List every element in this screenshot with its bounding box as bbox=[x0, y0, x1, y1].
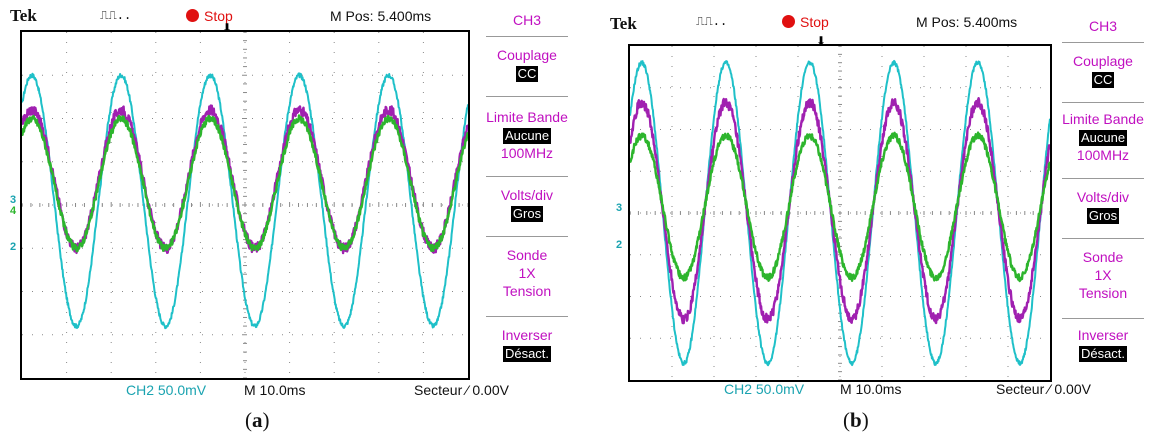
menu-volts-div[interactable]: Volts/div Gros bbox=[1058, 188, 1148, 224]
bandwidth-label: Limite Bande bbox=[486, 109, 568, 125]
waveform-trace-0 bbox=[630, 59, 1050, 367]
menu-divider bbox=[1062, 178, 1144, 179]
menu-divider bbox=[486, 316, 568, 317]
volts-div-label: Volts/div bbox=[1076, 189, 1130, 205]
trigger-position-icon: ⬇ bbox=[816, 34, 827, 48]
caption-a: (a) bbox=[245, 408, 270, 432]
waveform-trace-2 bbox=[22, 114, 468, 253]
brand-label: Tek bbox=[610, 14, 637, 33]
ch2-scale-readout: CH2 50.0mV bbox=[724, 381, 805, 397]
menu-divider bbox=[1062, 318, 1144, 319]
invert-value: Désact. bbox=[502, 346, 552, 362]
coupling-value: CC bbox=[515, 66, 539, 82]
menu-channel-title: CH3 bbox=[512, 12, 541, 28]
scope-a: Tek ⎍⎍.. Stop M Pos: 5.400ms ⬇ 3 4 2 CH3… bbox=[8, 0, 578, 405]
waveform-trace-0 bbox=[22, 72, 468, 330]
invert-label: Inverser bbox=[501, 327, 553, 343]
scope-a-topbar: Tek ⎍⎍.. Stop M Pos: 5.400ms bbox=[8, 0, 578, 26]
volts-div-value: Gros bbox=[1086, 208, 1120, 224]
waveform-plot-b bbox=[630, 46, 1050, 380]
trigger-readout: Secteur ⁄ 0.00V bbox=[414, 382, 509, 398]
coupling-label: Couplage bbox=[1073, 53, 1133, 69]
menu-invert[interactable]: Inverser Désact. bbox=[1058, 326, 1148, 362]
bandwidth-freq: 100MHz bbox=[1076, 147, 1130, 163]
bandwidth-label: Limite Bande bbox=[1062, 111, 1144, 127]
run-status: Stop bbox=[186, 8, 233, 24]
caption-a-letter: a bbox=[252, 408, 263, 432]
volts-div-label: Volts/div bbox=[500, 187, 554, 203]
bandwidth-value: Aucune bbox=[502, 128, 552, 144]
trigger-mode-icon: ⎍⎍.. bbox=[696, 14, 728, 28]
waveform-plot-a bbox=[22, 32, 468, 378]
menu-divider bbox=[1062, 102, 1144, 103]
probe-mode: Tension bbox=[1078, 285, 1128, 301]
brand-label: Tek bbox=[10, 6, 37, 25]
probe-x: 1X bbox=[1094, 267, 1112, 283]
timebase-readout: M 10.0ms bbox=[840, 381, 902, 397]
waveform-trace-1 bbox=[630, 97, 1050, 325]
menu-divider bbox=[1062, 238, 1144, 239]
coupling-label: Couplage bbox=[497, 47, 557, 63]
m-pos-label: M Pos: 5.400ms bbox=[330, 8, 432, 24]
trigger-readout: Secteur ⁄ 0.00V bbox=[996, 381, 1091, 397]
probe-mode: Tension bbox=[502, 283, 552, 299]
menu-coupling[interactable]: Couplage CC bbox=[1058, 52, 1148, 88]
trigger-mode-icon: ⎍⎍.. bbox=[100, 8, 132, 22]
probe-x: 1X bbox=[518, 265, 536, 281]
probe-label: Sonde bbox=[1082, 249, 1124, 265]
waveform-grid-b bbox=[628, 44, 1052, 382]
ch4-ground-marker: 4 bbox=[10, 205, 17, 217]
coupling-value: CC bbox=[1091, 72, 1115, 88]
menu-channel-title: CH3 bbox=[1088, 18, 1117, 34]
caption-b: (b) bbox=[843, 408, 869, 432]
menu-divider bbox=[486, 96, 568, 97]
invert-label: Inverser bbox=[1077, 327, 1129, 343]
ch2-scale-readout: CH2 50.0mV bbox=[126, 382, 207, 398]
run-status-label: Stop bbox=[800, 14, 829, 30]
menu-bandwidth[interactable]: Limite Bande Aucune 100MHz bbox=[1058, 110, 1148, 164]
bandwidth-value: Aucune bbox=[1078, 130, 1128, 146]
menu-volts-div[interactable]: Volts/div Gros bbox=[482, 186, 572, 222]
volts-div-value: Gros bbox=[510, 206, 544, 222]
menu-divider bbox=[486, 236, 568, 237]
probe-label: Sonde bbox=[506, 247, 548, 263]
trigger-position-icon: ⬇ bbox=[222, 21, 233, 35]
scope-b-topbar: Tek ⎍⎍.. Stop M Pos: 5.400ms bbox=[598, 0, 1148, 33]
menu-divider bbox=[486, 36, 568, 37]
menu-probe[interactable]: Sonde 1X Tension bbox=[1058, 248, 1148, 302]
scope-a-bottombar: CH2 50.0mV M 10.0ms Secteur ⁄ 0.00V bbox=[8, 382, 578, 402]
stop-icon bbox=[782, 15, 795, 28]
scope-b-menu: CH3 Couplage CC Limite Bande Aucune 100M… bbox=[1058, 6, 1148, 406]
waveform-grid-a bbox=[20, 30, 470, 380]
menu-bandwidth[interactable]: Limite Bande Aucune 100MHz bbox=[482, 108, 572, 162]
menu-divider bbox=[1062, 42, 1144, 43]
stop-icon bbox=[186, 9, 199, 22]
run-status: Stop bbox=[782, 14, 829, 30]
ch3-ground-marker: 3 bbox=[10, 194, 17, 206]
m-pos-label: M Pos: 5.400ms bbox=[916, 14, 1018, 30]
waveform-trace-2 bbox=[630, 131, 1050, 283]
run-status-label: Stop bbox=[204, 8, 233, 24]
invert-value: Désact. bbox=[1078, 346, 1128, 362]
menu-invert[interactable]: Inverser Désact. bbox=[482, 326, 572, 362]
ch2-ground-marker: 2 bbox=[10, 241, 17, 253]
timebase-readout: M 10.0ms bbox=[244, 382, 306, 398]
ch2-ground-marker: 2 bbox=[616, 239, 623, 251]
menu-coupling[interactable]: Couplage CC bbox=[482, 46, 572, 82]
menu-divider bbox=[486, 176, 568, 177]
ch3-ground-marker: 3 bbox=[616, 202, 623, 214]
scope-b: Tek ⎍⎍.. Stop M Pos: 5.400ms ⬇ 3 2 CH3 C… bbox=[598, 0, 1148, 405]
scope-a-menu: CH3 Couplage CC Limite Bande Aucune 100M… bbox=[482, 0, 572, 400]
menu-probe[interactable]: Sonde 1X Tension bbox=[482, 246, 572, 300]
bandwidth-freq: 100MHz bbox=[500, 145, 554, 161]
caption-b-letter: b bbox=[850, 408, 862, 432]
scope-b-bottombar: CH2 50.0mV M 10.0ms Secteur ⁄ 0.00V bbox=[598, 381, 1148, 401]
